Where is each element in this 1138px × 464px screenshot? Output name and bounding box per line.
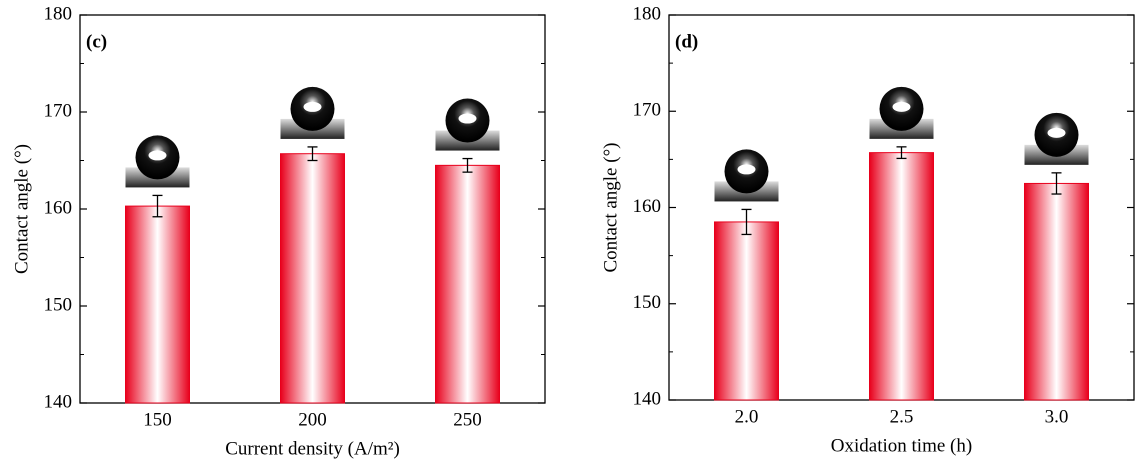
droplet-highlight xyxy=(459,114,477,124)
y-tick-label: 150 xyxy=(633,292,662,313)
x-tick-label: 3.0 xyxy=(1045,406,1069,427)
y-tick-label: 180 xyxy=(633,3,662,24)
droplet-image xyxy=(281,87,345,139)
droplet-image xyxy=(870,87,934,139)
bar xyxy=(715,222,779,400)
y-tick-label: 160 xyxy=(633,196,662,217)
x-tick-label: 150 xyxy=(143,409,172,430)
x-tick-label: 250 xyxy=(453,409,482,430)
droplet-highlight xyxy=(738,164,756,174)
y-tick-label: 170 xyxy=(44,100,73,121)
y-tick-label: 140 xyxy=(44,391,73,412)
droplet-highlight xyxy=(304,102,322,112)
y-axis-title: Contact angle (°) xyxy=(11,144,32,274)
droplet-image xyxy=(1025,113,1089,165)
panel-label: (c) xyxy=(86,31,107,52)
bar xyxy=(126,206,190,403)
panel-label: (d) xyxy=(675,31,698,52)
y-tick-label: 180 xyxy=(44,3,73,24)
bar xyxy=(281,154,345,403)
x-axis-title: Oxidation time (h) xyxy=(831,435,972,456)
y-tick-label: 140 xyxy=(633,388,662,409)
y-tick-label: 150 xyxy=(44,294,73,315)
bar xyxy=(436,165,500,403)
x-axis-title: Current density (A/m²) xyxy=(225,438,400,459)
y-tick-label: 170 xyxy=(633,100,662,121)
droplet-highlight xyxy=(1048,128,1066,138)
y-axis-title: Contact angle (°) xyxy=(600,143,621,273)
bar xyxy=(1025,183,1089,400)
droplet-highlight xyxy=(893,102,911,112)
y-tick-label: 160 xyxy=(44,197,73,218)
bar xyxy=(870,153,934,400)
x-tick-label: 2.0 xyxy=(735,406,759,427)
x-tick-label: 2.5 xyxy=(890,406,914,427)
x-tick-label: 200 xyxy=(298,409,327,430)
droplet-image xyxy=(715,149,779,201)
droplet-highlight xyxy=(149,150,167,160)
droplet-image xyxy=(126,135,190,187)
droplet-image xyxy=(436,99,500,151)
chart: 140 150 160 170 180 (c) Current density (A/m²)… xyxy=(0,0,1138,464)
